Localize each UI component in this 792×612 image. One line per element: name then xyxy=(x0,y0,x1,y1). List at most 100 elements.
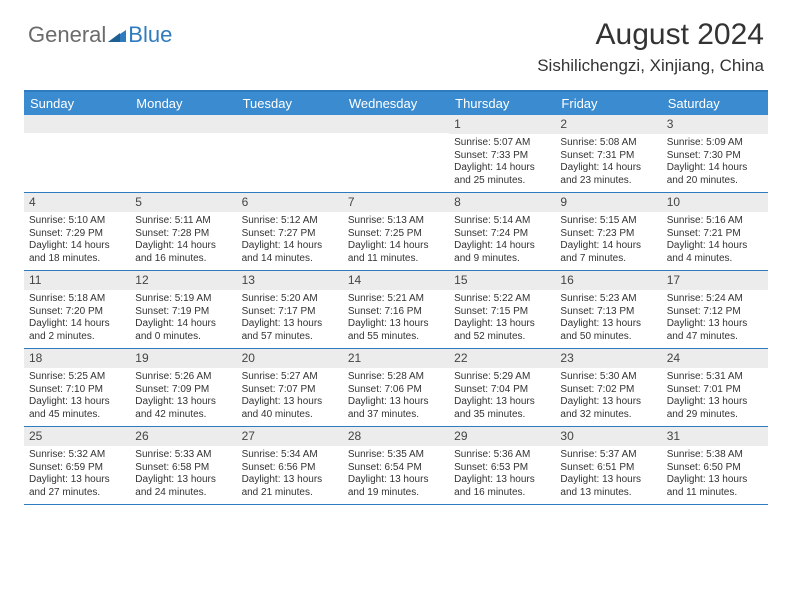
sunrise-label: Sunrise: xyxy=(135,293,174,304)
day-number: 8 xyxy=(449,193,555,212)
day-body: Sunrise: 5:34 AMSunset: 6:56 PMDaylight:… xyxy=(237,446,343,504)
sunrise-value: 5:16 AM xyxy=(706,215,743,226)
sunrise-label: Sunrise: xyxy=(348,215,387,226)
day-body: Sunrise: 5:16 AMSunset: 7:21 PMDaylight:… xyxy=(662,212,768,270)
sunset-line: Sunset: 7:30 PM xyxy=(667,150,763,163)
sunset-line: Sunset: 7:25 PM xyxy=(348,228,444,241)
day-cell: 28Sunrise: 5:35 AMSunset: 6:54 PMDayligh… xyxy=(343,427,449,504)
day-cell: 26Sunrise: 5:33 AMSunset: 6:58 PMDayligh… xyxy=(130,427,236,504)
day-body xyxy=(237,133,343,181)
sunrise-label: Sunrise: xyxy=(29,293,68,304)
sunrise-label: Sunrise: xyxy=(454,449,493,460)
sunset-value: 7:19 PM xyxy=(172,306,209,317)
sunrise-label: Sunrise: xyxy=(29,371,68,382)
day-number: 3 xyxy=(662,115,768,134)
sunrise-label: Sunrise: xyxy=(242,293,281,304)
day-number: 7 xyxy=(343,193,449,212)
sunrise-value: 5:24 AM xyxy=(706,293,743,304)
sunset-value: 7:15 PM xyxy=(491,306,528,317)
day-body: Sunrise: 5:19 AMSunset: 7:19 PMDaylight:… xyxy=(130,290,236,348)
daylight-label: Daylight: xyxy=(135,240,177,251)
sunset-value: 6:51 PM xyxy=(597,462,634,473)
day-cell: 11Sunrise: 5:18 AMSunset: 7:20 PMDayligh… xyxy=(24,271,130,348)
daylight-label: Daylight: xyxy=(667,240,709,251)
sunset-value: 7:07 PM xyxy=(278,384,315,395)
sunrise-value: 5:20 AM xyxy=(281,293,318,304)
sunrise-line: Sunrise: 5:12 AM xyxy=(242,215,338,228)
sunset-value: 7:12 PM xyxy=(703,306,740,317)
day-cell: 17Sunrise: 5:24 AMSunset: 7:12 PMDayligh… xyxy=(662,271,768,348)
daylight-label: Daylight: xyxy=(29,318,71,329)
day-cell: 19Sunrise: 5:26 AMSunset: 7:09 PMDayligh… xyxy=(130,349,236,426)
sunrise-line: Sunrise: 5:13 AM xyxy=(348,215,444,228)
sunset-value: 6:58 PM xyxy=(172,462,209,473)
sunset-line: Sunset: 7:31 PM xyxy=(560,150,656,163)
sunset-line: Sunset: 7:17 PM xyxy=(242,306,338,319)
sunrise-label: Sunrise: xyxy=(29,215,68,226)
day-body: Sunrise: 5:10 AMSunset: 7:29 PMDaylight:… xyxy=(24,212,130,270)
sunrise-value: 5:13 AM xyxy=(387,215,424,226)
sunrise-line: Sunrise: 5:31 AM xyxy=(667,371,763,384)
sunset-value: 7:02 PM xyxy=(597,384,634,395)
sunset-label: Sunset: xyxy=(454,228,491,239)
day-body: Sunrise: 5:26 AMSunset: 7:09 PMDaylight:… xyxy=(130,368,236,426)
daylight-line: Daylight: 13 hours and 52 minutes. xyxy=(454,318,550,343)
sunset-line: Sunset: 6:58 PM xyxy=(135,462,231,475)
day-body: Sunrise: 5:12 AMSunset: 7:27 PMDaylight:… xyxy=(237,212,343,270)
daylight-line: Daylight: 14 hours and 2 minutes. xyxy=(29,318,125,343)
daylight-label: Daylight: xyxy=(560,474,602,485)
sunrise-value: 5:22 AM xyxy=(494,293,531,304)
sunset-line: Sunset: 7:01 PM xyxy=(667,384,763,397)
sunrise-value: 5:30 AM xyxy=(600,371,637,382)
sunset-value: 6:53 PM xyxy=(491,462,528,473)
sunset-label: Sunset: xyxy=(135,384,172,395)
daylight-label: Daylight: xyxy=(348,474,390,485)
daylight-label: Daylight: xyxy=(242,396,284,407)
sunset-label: Sunset: xyxy=(667,228,704,239)
daylight-line: Daylight: 14 hours and 14 minutes. xyxy=(242,240,338,265)
weekday-label: Thursday xyxy=(449,92,555,115)
sunset-label: Sunset: xyxy=(560,462,597,473)
sunset-line: Sunset: 6:50 PM xyxy=(667,462,763,475)
daylight-line: Daylight: 14 hours and 20 minutes. xyxy=(667,162,763,187)
daylight-label: Daylight: xyxy=(135,318,177,329)
sunset-label: Sunset: xyxy=(242,384,279,395)
sunset-line: Sunset: 7:20 PM xyxy=(29,306,125,319)
day-number: 13 xyxy=(237,271,343,290)
day-body: Sunrise: 5:33 AMSunset: 6:58 PMDaylight:… xyxy=(130,446,236,504)
sunrise-value: 5:28 AM xyxy=(387,371,424,382)
week-row: 11Sunrise: 5:18 AMSunset: 7:20 PMDayligh… xyxy=(24,271,768,349)
sunrise-line: Sunrise: 5:10 AM xyxy=(29,215,125,228)
daylight-label: Daylight: xyxy=(348,318,390,329)
day-body: Sunrise: 5:36 AMSunset: 6:53 PMDaylight:… xyxy=(449,446,555,504)
day-cell: 24Sunrise: 5:31 AMSunset: 7:01 PMDayligh… xyxy=(662,349,768,426)
day-body: Sunrise: 5:22 AMSunset: 7:15 PMDaylight:… xyxy=(449,290,555,348)
daylight-line: Daylight: 14 hours and 7 minutes. xyxy=(560,240,656,265)
sunset-label: Sunset: xyxy=(135,228,172,239)
sunrise-value: 5:29 AM xyxy=(494,371,531,382)
sunrise-line: Sunrise: 5:37 AM xyxy=(560,449,656,462)
sunrise-label: Sunrise: xyxy=(560,449,599,460)
sunrise-value: 5:32 AM xyxy=(68,449,105,460)
sunrise-label: Sunrise: xyxy=(667,371,706,382)
daylight-label: Daylight: xyxy=(29,396,71,407)
sunrise-label: Sunrise: xyxy=(135,449,174,460)
sunset-value: 7:33 PM xyxy=(491,150,528,161)
sunset-value: 7:21 PM xyxy=(703,228,740,239)
day-cell xyxy=(343,115,449,192)
day-number: 11 xyxy=(24,271,130,290)
day-cell: 9Sunrise: 5:15 AMSunset: 7:23 PMDaylight… xyxy=(555,193,661,270)
day-cell: 14Sunrise: 5:21 AMSunset: 7:16 PMDayligh… xyxy=(343,271,449,348)
sunrise-label: Sunrise: xyxy=(348,449,387,460)
sunrise-line: Sunrise: 5:23 AM xyxy=(560,293,656,306)
day-body: Sunrise: 5:09 AMSunset: 7:30 PMDaylight:… xyxy=(662,134,768,192)
weekday-label: Tuesday xyxy=(237,92,343,115)
day-number: 16 xyxy=(555,271,661,290)
sunset-label: Sunset: xyxy=(348,228,385,239)
day-cell: 3Sunrise: 5:09 AMSunset: 7:30 PMDaylight… xyxy=(662,115,768,192)
sunrise-line: Sunrise: 5:22 AM xyxy=(454,293,550,306)
sunrise-label: Sunrise: xyxy=(667,137,706,148)
day-number: 20 xyxy=(237,349,343,368)
sunset-label: Sunset: xyxy=(667,462,704,473)
day-cell: 7Sunrise: 5:13 AMSunset: 7:25 PMDaylight… xyxy=(343,193,449,270)
